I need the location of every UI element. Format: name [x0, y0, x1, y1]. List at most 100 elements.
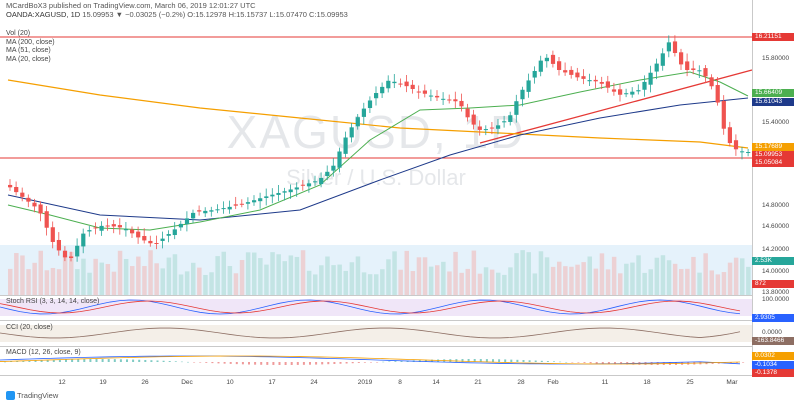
volume-bar [526, 252, 531, 295]
candle-body [75, 245, 80, 257]
volume-bar [727, 262, 733, 295]
time-tick: Mar [726, 379, 738, 386]
macd-hist-bar [77, 359, 80, 362]
candle-body [599, 82, 604, 84]
trend-line[interactable] [479, 69, 753, 144]
pane-separator[interactable] [0, 320, 752, 321]
stoch-k-line [0, 299, 741, 315]
macd-hist-bar [363, 362, 366, 363]
time-tick: 11 [601, 379, 609, 386]
symbol-name[interactable]: OANDA:XAGUSD, 1D [6, 10, 81, 19]
candle-body [221, 208, 226, 210]
time-tick: 17 [268, 379, 276, 386]
candle-body [435, 95, 440, 98]
volume-bar [270, 252, 275, 295]
candle-body [258, 198, 263, 202]
time-tick: 8 [398, 379, 402, 386]
candle-body [136, 231, 141, 238]
volume-bar [81, 258, 86, 295]
candle-body [459, 100, 464, 107]
macd-label: -0.1034 [752, 361, 794, 369]
macd-hist-bar [187, 361, 189, 363]
candle-body [203, 210, 208, 214]
footer-brand[interactable]: TradingView [17, 391, 59, 400]
legend-ma200[interactable]: MA (200, close) [6, 38, 55, 46]
macd-hist-bar [290, 362, 293, 365]
macd-hist-bar [394, 361, 397, 362]
candle-body [404, 81, 409, 87]
volume-bar [435, 265, 440, 295]
volume-bar [160, 268, 165, 295]
volume-bar [99, 262, 104, 295]
volume-bar [532, 273, 538, 295]
volume-bar [313, 274, 318, 295]
legend-cci[interactable]: CCI (20, close) [6, 324, 53, 331]
price-label-ma51: 15.61043 [752, 98, 794, 106]
macd-hist-bar [4, 361, 6, 363]
chart-header: MCardBoX3 published on TradingView.com, … [6, 1, 348, 19]
legend-ma51[interactable]: MA (51, close) [6, 47, 51, 54]
macd-hist-bar [333, 362, 336, 364]
macd-hist-bar [162, 360, 165, 362]
pane-separator [0, 375, 752, 376]
volume-bar [538, 251, 544, 295]
macd-hist-bar [510, 359, 513, 362]
macd-hist-bar [614, 362, 616, 365]
candle-body [672, 41, 678, 54]
macd-hist-bar [553, 361, 555, 362]
macd-hist-bar [10, 361, 13, 362]
macd-hist-bar [302, 362, 305, 365]
candle-body [477, 126, 482, 130]
candle-body [355, 117, 360, 127]
volume-bar [489, 269, 495, 295]
macd-hist-bar [266, 362, 269, 365]
price-label-support: 15.05084 [752, 159, 794, 167]
macd-hist-bar [370, 362, 372, 363]
candle-body [581, 76, 586, 79]
pane-separator[interactable] [0, 346, 752, 347]
volume-bar [349, 262, 355, 295]
candle-body [721, 100, 726, 129]
volume-bar [8, 268, 13, 295]
volume-bar [252, 252, 257, 295]
macd-hist-bar [119, 359, 122, 362]
legend-ma20[interactable]: MA (20, close) [6, 55, 51, 63]
time-tick: Feb [547, 379, 559, 386]
volume-bar [20, 255, 25, 295]
time-tick: 19 [99, 379, 107, 386]
candle-body [544, 57, 549, 62]
macd-hist-bar [492, 359, 494, 362]
time-tick: 25 [686, 379, 694, 386]
price-tick: 14.20000 [762, 246, 790, 253]
candle-body [636, 90, 641, 92]
volume-bar [477, 273, 483, 295]
macd-hist-bar [272, 362, 275, 365]
volume-bar [105, 264, 111, 295]
time-tick: Dec [181, 379, 193, 386]
pane-separator[interactable] [0, 295, 752, 296]
candle-body [386, 80, 391, 89]
legend-stoch[interactable]: Stoch RSI (3, 3, 14, 14, close) [6, 298, 100, 305]
volume-bar [648, 269, 653, 295]
candle-body [471, 114, 476, 125]
volume-bar [575, 264, 580, 295]
volume-bar [746, 266, 751, 295]
price-label-resistance: 16.21151 [752, 33, 794, 41]
volume-bar [319, 265, 324, 295]
volume-bar [172, 254, 178, 295]
volume-bar [221, 251, 226, 295]
macd-hist-bar [150, 360, 153, 362]
legend-macd[interactable]: MACD (12, 26, close, 9) [6, 349, 81, 356]
macd-hist-bar [382, 361, 385, 363]
candle-body [105, 225, 110, 227]
macd-hist-bar [254, 362, 257, 365]
candle-body [685, 61, 690, 70]
volume-bar [227, 266, 233, 295]
macd-hist-label: -0.1378 [752, 369, 794, 377]
volume-bar [325, 256, 330, 295]
candle-body [32, 202, 37, 207]
legend-vol[interactable]: Vol (20) [6, 30, 31, 37]
candle-body [245, 202, 251, 204]
candle-body [142, 236, 147, 241]
